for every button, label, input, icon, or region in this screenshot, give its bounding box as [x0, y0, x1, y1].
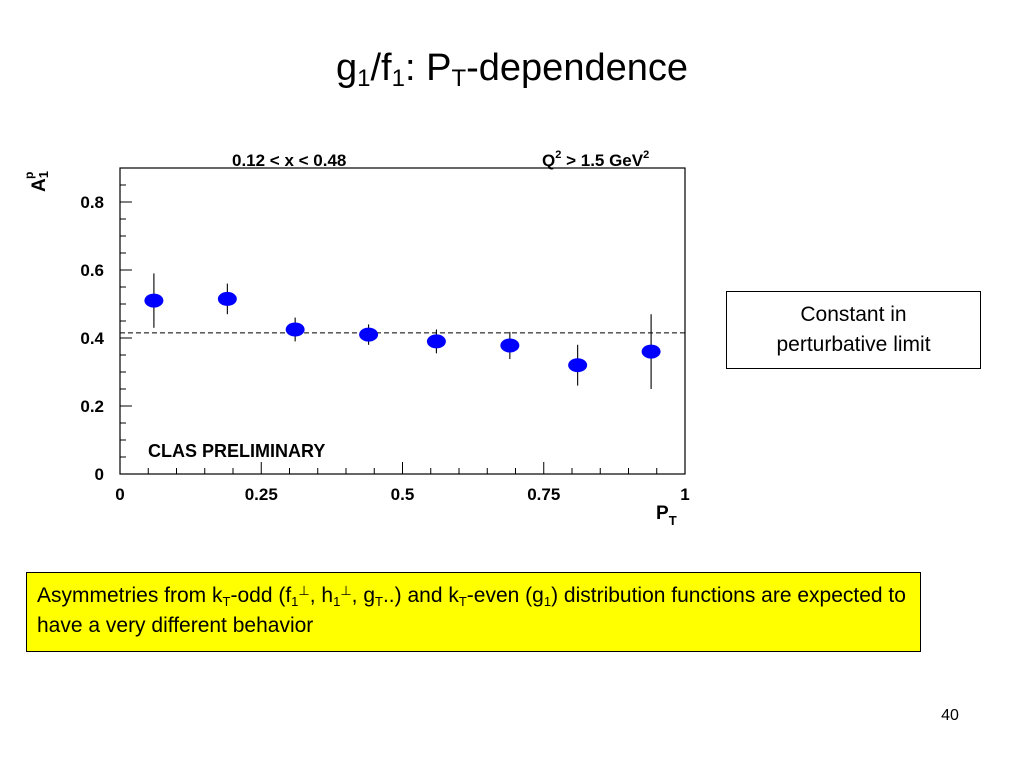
x-tick-label: 1: [680, 485, 689, 504]
title-sub-1: 1: [357, 65, 371, 92]
note-text: Asymmetries from k: [37, 584, 223, 607]
x-tick-label: 0.75: [527, 485, 560, 504]
y-label-sup: p: [22, 172, 36, 179]
y-tick-labels: 0 0.2 0.4 0.6 0.8: [80, 193, 104, 484]
note-text: -even (g: [466, 584, 544, 607]
data-points: [144, 273, 661, 389]
x-tick-label: 0.5: [391, 485, 415, 504]
data-point: [500, 338, 520, 353]
note-sup: ⊥: [298, 583, 310, 598]
page-number: 40: [941, 707, 959, 724]
data-point: [426, 334, 446, 349]
note-sub: 1: [291, 594, 299, 609]
y-axis-label: A1 p: [22, 171, 51, 192]
svg-text:A1: A1: [29, 171, 51, 192]
note-sub: 1: [543, 594, 552, 609]
data-point: [285, 322, 305, 337]
x-axis-label: PT: [656, 503, 677, 528]
data-point: [641, 344, 661, 359]
x-tick-labels: 0 0.25 0.5 0.75 1: [115, 485, 689, 504]
data-point: [568, 358, 588, 373]
clas-preliminary-label: CLAS PRELIMINARY: [148, 441, 325, 461]
note-text: , g: [351, 584, 376, 607]
note-text: ..) and k: [382, 584, 459, 607]
y-tick-label: 0: [95, 465, 104, 484]
title-sub-t: T: [451, 65, 467, 92]
constant-note-box: Constant in perturbative limit: [726, 291, 981, 369]
data-point: [144, 293, 164, 308]
constant-note-text: Constant in perturbative limit: [776, 303, 931, 356]
x-tick-label: 0.25: [245, 485, 278, 504]
note-sub: 1: [333, 594, 341, 609]
note-sub: T: [458, 594, 467, 609]
note-sub: T: [222, 594, 231, 609]
note-text: , h: [309, 584, 334, 607]
slide-title: g1/f1: PT-dependence: [0, 42, 1024, 94]
y-tick-label: 0.4: [80, 329, 104, 348]
asymmetry-note-box: Asymmetries from kT-odd (f1⊥, h1⊥, gT..)…: [26, 572, 921, 652]
note-text: ) distribution functions are expected to…: [37, 584, 906, 637]
x-range-label: 0.12 < x < 0.48: [232, 151, 346, 170]
axis-ticks: [119, 167, 686, 475]
note-sup: ⊥: [340, 583, 352, 598]
x-tick-label: 0: [115, 485, 124, 504]
data-point: [359, 327, 379, 342]
plot-frame: [119, 167, 686, 475]
note-sub: T: [375, 594, 383, 609]
note-text: -odd (f: [230, 584, 292, 607]
asymmetry-chart: 0 0.2 0.4 0.6 0.8 0 0.25 0.5 0.75 1 0.12 < x < 0…: [22, 149, 690, 528]
title-text-p: : P: [404, 47, 452, 89]
title-text-rest: -dependence: [466, 47, 688, 89]
title-text-g: g: [336, 47, 358, 89]
title-text-f: /f: [370, 47, 392, 89]
q2-cut-label: Q2 > 1.5 GeV2: [542, 149, 649, 170]
y-tick-label: 0.8: [80, 193, 104, 212]
data-point: [217, 291, 237, 306]
y-tick-label: 0.6: [80, 261, 104, 280]
y-tick-label: 0.2: [80, 397, 104, 416]
title-sub-2: 1: [391, 65, 405, 92]
